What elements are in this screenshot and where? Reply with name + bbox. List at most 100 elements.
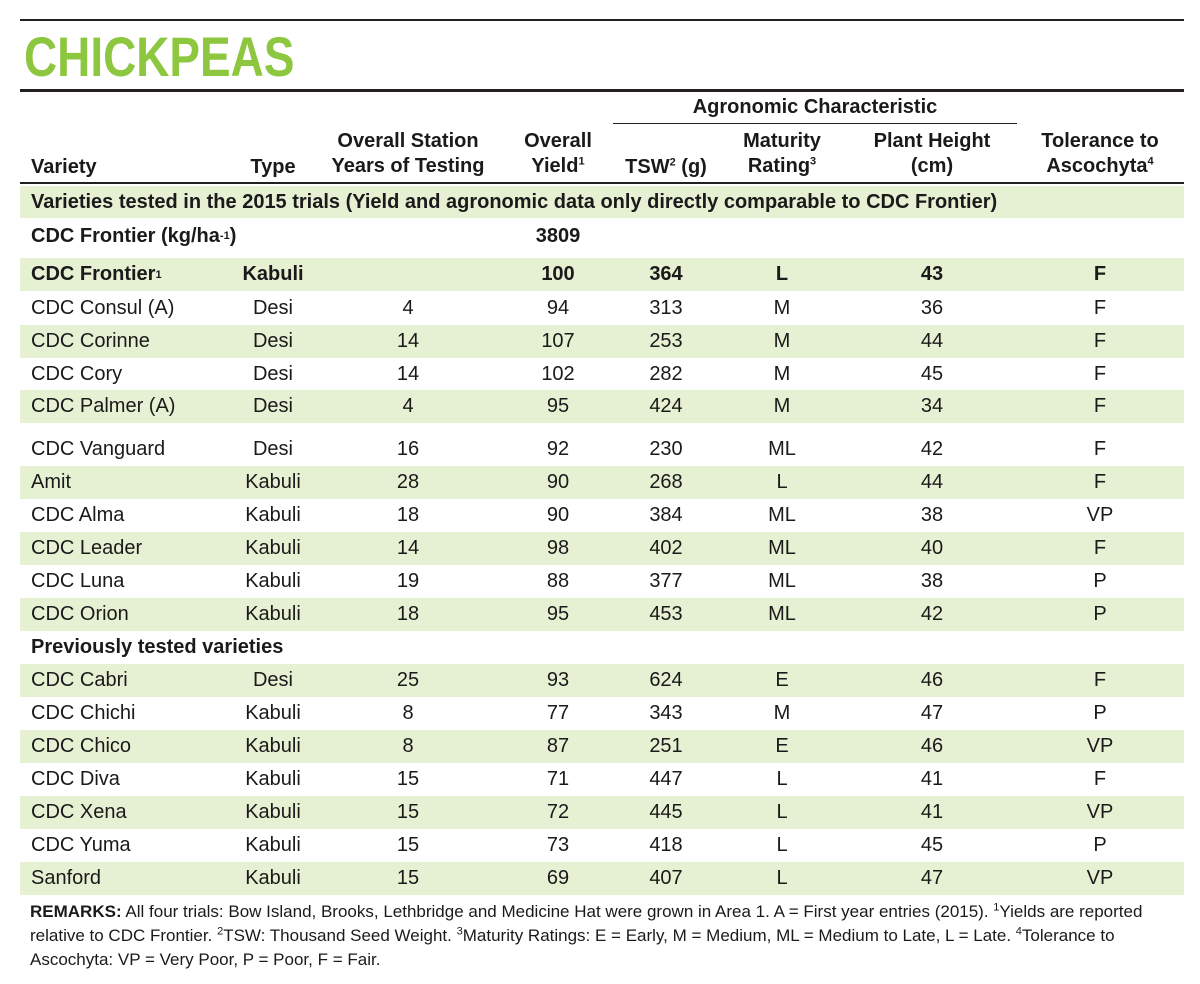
cell-maturity: M bbox=[773, 395, 791, 417]
header-height-line1: Plant Height bbox=[873, 130, 991, 152]
cell-yield: 102 bbox=[541, 362, 575, 385]
table-row: CDC Chico Kabuli 8 87 251 E 46 VP bbox=[20, 730, 1184, 763]
cell-tsw: 313 bbox=[649, 297, 683, 319]
table-row: CDC Chichi Kabuli 8 77 343 M 47 P bbox=[20, 697, 1184, 730]
cell-tolerance: P bbox=[1093, 702, 1107, 724]
cell-maturity: E bbox=[775, 669, 789, 691]
header-maturity: Maturity Rating3 bbox=[726, 129, 838, 179]
cell-variety: CDC Consul (A) bbox=[31, 297, 175, 319]
cell-type: Desi bbox=[252, 297, 293, 319]
cell-tolerance: VP bbox=[1086, 504, 1114, 526]
header-tolerance: Tolerance to Ascochyta4 bbox=[1030, 129, 1170, 179]
cell-variety: CDC Cory bbox=[31, 362, 123, 385]
header-maturity-line1: Maturity bbox=[743, 130, 821, 152]
cell-tsw: 407 bbox=[649, 867, 683, 889]
cell-height: 42 bbox=[920, 603, 944, 625]
cell-type: Desi bbox=[252, 437, 293, 460]
cell-tolerance: F bbox=[1093, 768, 1107, 790]
cell-type: Kabuli bbox=[245, 570, 301, 592]
agronomic-group-rule bbox=[613, 123, 1017, 124]
cell-type: Desi bbox=[252, 362, 293, 385]
table-row: CDC Palmer (A) Desi 4 95 424 M 34 F bbox=[20, 390, 1184, 423]
cell-height: 44 bbox=[920, 330, 944, 352]
cell-years: 15 bbox=[396, 801, 420, 823]
cell-maturity: L bbox=[776, 471, 788, 493]
cell-tsw: 377 bbox=[649, 570, 683, 592]
cell-years: 14 bbox=[396, 537, 420, 559]
cell-tsw: 445 bbox=[649, 801, 683, 823]
cell-height: 34 bbox=[920, 395, 944, 417]
cell-tsw: 253 bbox=[649, 330, 683, 352]
cell-tolerance: VP bbox=[1086, 801, 1114, 823]
baseline-label: CDC Frontier (kg/ha -1) bbox=[31, 224, 237, 247]
cell-years: 18 bbox=[396, 603, 420, 625]
cell-variety: CDC Chico bbox=[31, 735, 132, 757]
header-height-line2: (cm) bbox=[910, 155, 954, 177]
cell-tolerance: P bbox=[1093, 603, 1107, 625]
cell-type: Desi bbox=[252, 395, 293, 417]
cell-height: 36 bbox=[920, 297, 944, 319]
cell-tolerance: F bbox=[1093, 537, 1107, 559]
cell-tolerance: VP bbox=[1086, 867, 1114, 889]
cell-maturity: M bbox=[773, 297, 791, 319]
check-maturity: L bbox=[775, 263, 789, 285]
cell-variety: CDC Leader bbox=[31, 537, 143, 559]
check-variety-name: CDC Frontier bbox=[31, 263, 156, 285]
table-row: CDC Leader Kabuli 14 98 402 ML 40 F bbox=[20, 532, 1184, 565]
cell-tolerance: F bbox=[1093, 362, 1107, 385]
cell-maturity: L bbox=[776, 801, 788, 823]
cell-type: Desi bbox=[252, 669, 293, 691]
header-years-line1: Overall Station bbox=[337, 130, 479, 152]
cell-maturity: ML bbox=[768, 504, 796, 526]
cell-years: 4 bbox=[402, 297, 414, 319]
table-row: CDC Consul (A) Desi 4 94 313 M 36 F bbox=[20, 292, 1184, 325]
cell-height: 42 bbox=[920, 437, 944, 460]
cell-years: 8 bbox=[402, 735, 414, 757]
cell-yield: 95 bbox=[546, 395, 570, 417]
cell-yield: 72 bbox=[546, 801, 570, 823]
cell-variety: Sanford bbox=[31, 867, 102, 889]
cell-tsw: 384 bbox=[649, 504, 683, 526]
cell-years: 28 bbox=[396, 471, 420, 493]
header-yield-line2: Yield bbox=[531, 155, 579, 177]
cell-variety: Amit bbox=[31, 471, 71, 493]
cell-yield: 107 bbox=[541, 330, 575, 352]
remarks: REMARKS: All four trials: Bow Island, Br… bbox=[30, 900, 1180, 972]
table-row: CDC Cory Desi 14 102 282 M 45 F bbox=[20, 358, 1184, 390]
cell-height: 47 bbox=[920, 702, 944, 724]
header-tsw-unit: (g) bbox=[675, 156, 707, 178]
header-tolerance-footnote: 4 bbox=[1147, 155, 1154, 168]
header-rule bbox=[20, 182, 1184, 184]
cell-maturity: M bbox=[773, 330, 791, 352]
cell-tsw: 230 bbox=[649, 437, 683, 460]
cell-years: 14 bbox=[396, 330, 420, 352]
baseline-row: CDC Frontier (kg/ha -1) 3809 bbox=[20, 218, 1184, 254]
cell-variety: CDC Xena bbox=[31, 801, 127, 823]
cell-tsw: 402 bbox=[649, 537, 683, 559]
cell-variety: CDC Alma bbox=[31, 504, 125, 526]
cell-tolerance: P bbox=[1093, 834, 1107, 856]
cell-yield: 94 bbox=[546, 297, 570, 319]
cell-variety: CDC Diva bbox=[31, 768, 120, 790]
cell-maturity: M bbox=[773, 362, 791, 385]
cell-tsw: 447 bbox=[649, 768, 683, 790]
cell-type: Kabuli bbox=[245, 603, 301, 625]
table-row: CDC Corinne Desi 14 107 253 M 44 F bbox=[20, 325, 1184, 358]
top-rule bbox=[20, 19, 1184, 21]
cell-yield: 95 bbox=[546, 603, 570, 625]
header-maturity-line2: Rating bbox=[747, 155, 811, 177]
cell-years: 16 bbox=[396, 437, 420, 460]
cell-maturity: M bbox=[773, 702, 791, 724]
table-row: CDC Alma Kabuli 18 90 384 ML 38 VP bbox=[20, 499, 1184, 532]
table-row: CDC Yuma Kabuli 15 73 418 L 45 P bbox=[20, 829, 1184, 862]
agronomic-group-header: Agronomic Characteristic bbox=[692, 96, 938, 118]
cell-type: Kabuli bbox=[245, 867, 301, 889]
cell-maturity: L bbox=[776, 867, 788, 889]
cell-height: 46 bbox=[920, 669, 944, 691]
header-years-line2: Years of Testing bbox=[331, 155, 485, 177]
check-row: CDC Frontier 1 Kabuli 100 364 L 43 F bbox=[20, 258, 1184, 291]
cell-yield: 90 bbox=[546, 504, 570, 526]
cell-tolerance: F bbox=[1093, 330, 1107, 352]
cell-height: 47 bbox=[920, 867, 944, 889]
cell-tsw: 268 bbox=[649, 471, 683, 493]
